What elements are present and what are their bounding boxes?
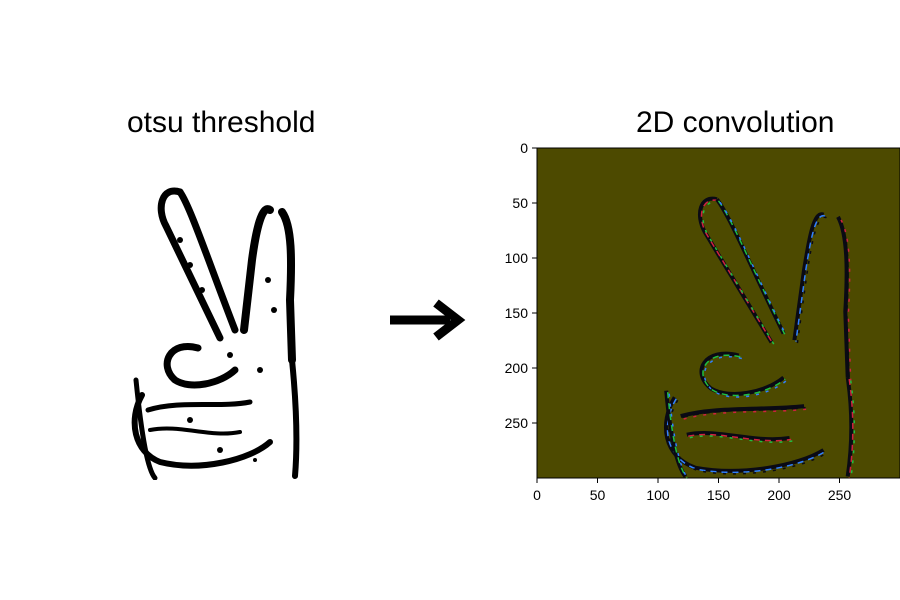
convolution-plot: 0 50 100 150 200 250 0 50 100 150 200 250: [505, 140, 900, 503]
edge-stroke: [792, 212, 825, 341]
edge-stroke: [666, 398, 826, 474]
edge-stroke: [796, 216, 827, 344]
edge-stroke: [795, 215, 826, 342]
edge-stroke: [664, 396, 825, 473]
x-tick-label: 100: [646, 487, 670, 503]
edge-stroke: [688, 433, 792, 442]
edge-stroke: [700, 199, 774, 345]
edge-stroke: [702, 200, 776, 346]
x-tick-label: 250: [828, 487, 852, 503]
edge-stroke: [683, 408, 808, 420]
edge-stroke: [838, 218, 850, 380]
edge-stroke: [836, 215, 850, 378]
edge-stroke: [686, 431, 790, 442]
y-tick-label: 150: [505, 305, 529, 321]
y-tick-label: 100: [505, 250, 529, 266]
x-tick-label: 0: [533, 487, 541, 503]
heatmap-area: [536, 147, 900, 480]
edge-stroke: [680, 404, 805, 418]
x-tick-label: 200: [767, 487, 791, 503]
edge-stroke: [668, 393, 690, 480]
edge-stroke: [702, 354, 786, 397]
x-tick-label: 50: [590, 487, 606, 503]
edge-stroke: [845, 377, 854, 477]
otsu-threshold-title: otsu threshold: [127, 106, 316, 139]
edge-stroke: [717, 200, 786, 336]
convolution-title: 2D convolution: [636, 106, 835, 139]
y-tick-label: 250: [505, 415, 529, 431]
axis-ticks: 0 50 100 150 200 250 0 50 100 150 200 250: [505, 140, 852, 503]
edge-stroke: [848, 378, 854, 479]
edge-stroke: [698, 196, 774, 344]
y-tick-label: 200: [505, 360, 529, 376]
edge-stroke: [703, 356, 788, 398]
x-tick-label: 150: [707, 487, 731, 503]
edge-stroke: [689, 435, 793, 443]
right-arrow-icon: [390, 299, 466, 341]
otsu-threshold-image: [30, 180, 375, 480]
edge-stroke: [682, 406, 806, 419]
y-tick-label: 0: [520, 140, 528, 156]
edge-stroke: [666, 392, 688, 479]
y-tick-label: 50: [512, 195, 528, 211]
